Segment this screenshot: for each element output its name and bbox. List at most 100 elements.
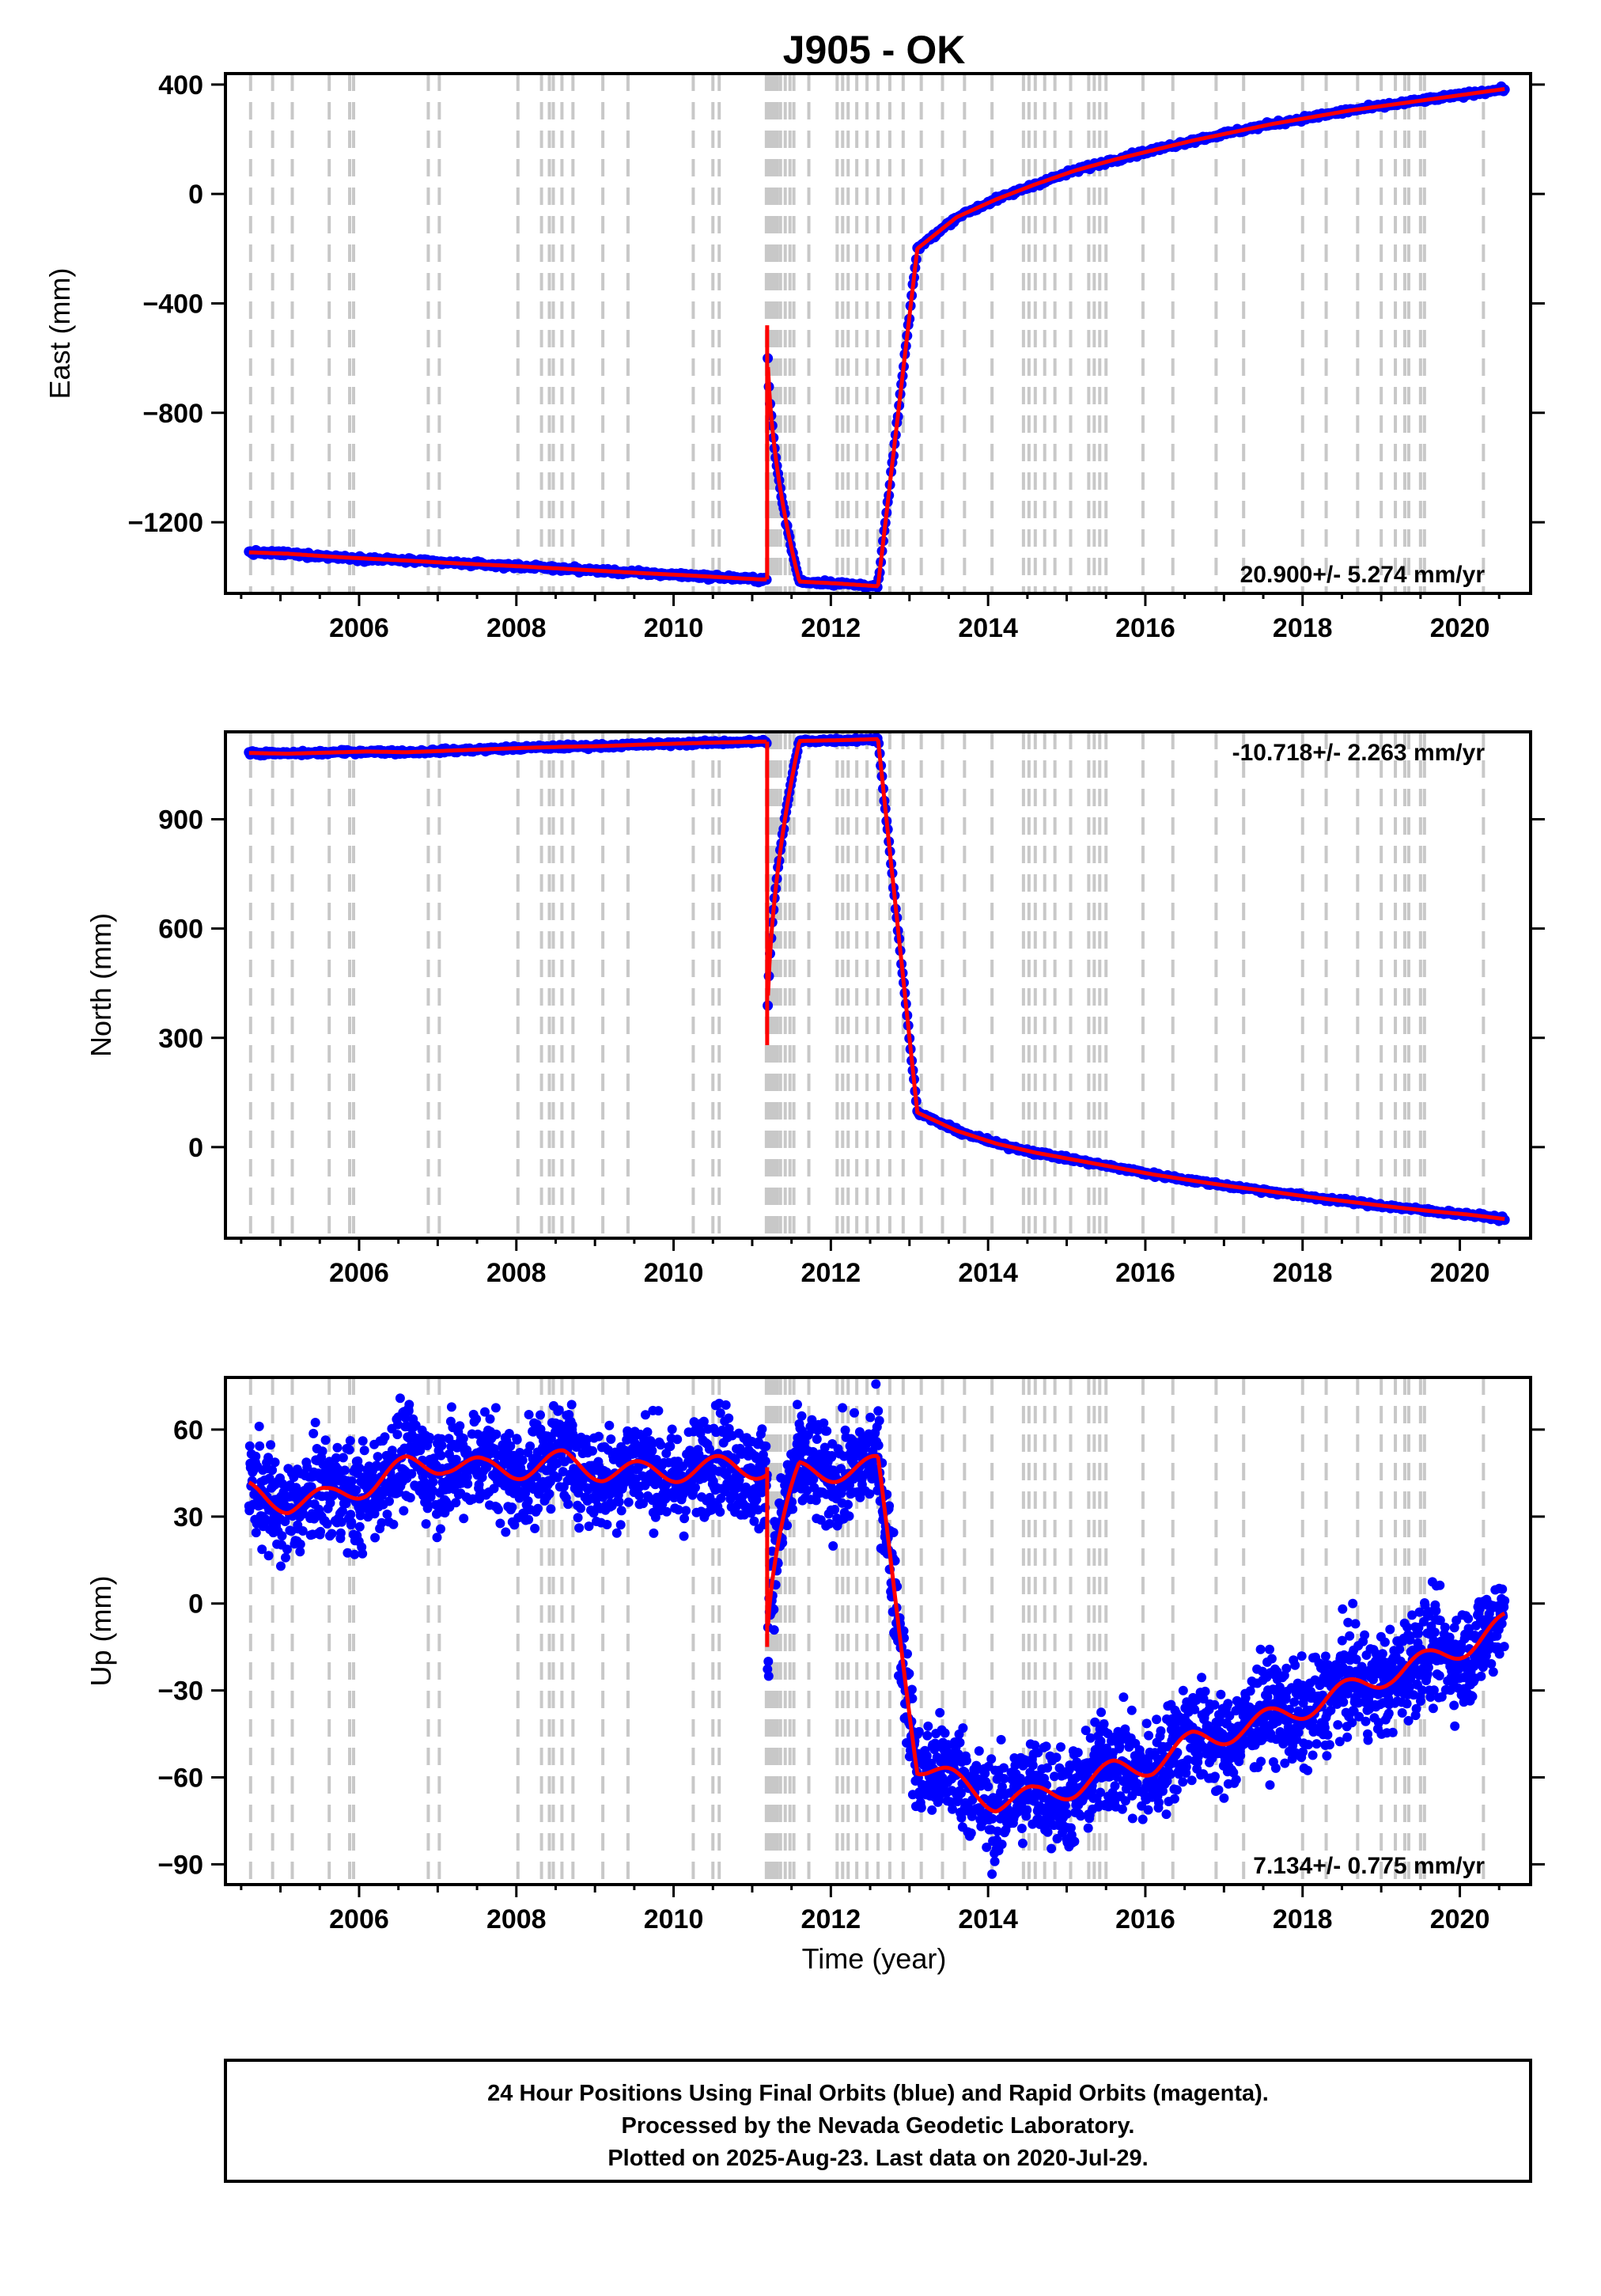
data-point: [916, 1802, 926, 1813]
data-point: [251, 1451, 261, 1461]
data-point: [906, 1684, 917, 1695]
data-point: [437, 1441, 447, 1450]
data-point: [351, 1485, 361, 1495]
data-point: [1022, 1805, 1032, 1815]
x-tick-label: 2012: [801, 1258, 861, 1288]
data-point: [404, 1400, 414, 1410]
data-point: [606, 1434, 616, 1444]
data-point: [552, 1458, 562, 1468]
data-point: [865, 1489, 875, 1499]
data-point: [614, 1497, 624, 1507]
data-point: [467, 1494, 478, 1504]
position-points: [244, 733, 1510, 1226]
x-tick-label: 2018: [1273, 1258, 1333, 1288]
y-tick-label: −1200: [128, 508, 204, 538]
data-point: [935, 1707, 945, 1718]
data-point: [310, 1418, 320, 1427]
data-point: [808, 1474, 819, 1484]
data-point: [616, 1506, 626, 1516]
data-point: [593, 1431, 604, 1442]
data-point: [812, 1434, 822, 1444]
data-point: [922, 1730, 933, 1741]
up-panel: 2006 2008 2010 2012 2014 2016 2018 2020−90−60−3…: [85, 1376, 1545, 1934]
data-point: [679, 1531, 689, 1541]
data-point: [1051, 1752, 1062, 1763]
data-point: [354, 1521, 365, 1532]
data-point: [339, 1465, 350, 1476]
data-point: [451, 1454, 461, 1464]
x-tick-label: 2016: [1115, 613, 1175, 643]
data-point: [336, 1517, 346, 1527]
y-axis-label: North (mm): [85, 913, 117, 1057]
data-point: [554, 1405, 564, 1415]
data-point: [1194, 1750, 1204, 1760]
data-point: [380, 1432, 390, 1442]
x-axis: 2006 2008 2010 2012 2014 2016 2018 2020: [240, 593, 1501, 643]
data-point: [335, 1528, 346, 1538]
data-point: [1110, 1781, 1120, 1791]
data-point: [661, 1506, 672, 1517]
x-tick-label: 2006: [329, 1258, 389, 1288]
east-panel: 2006 2008 2010 2012 2014 2016 2018 2020−1200−80…: [44, 70, 1545, 643]
data-point: [505, 1441, 516, 1451]
data-point: [436, 1450, 446, 1461]
data-point: [428, 1477, 438, 1487]
data-point: [1154, 1798, 1164, 1808]
x-tick-label: 2006: [329, 613, 389, 643]
data-point: [1062, 1809, 1072, 1819]
data-point: [760, 1456, 770, 1466]
data-point: [749, 1516, 759, 1526]
data-point: [355, 1510, 365, 1521]
data-point: [493, 1504, 503, 1514]
data-point: [257, 1544, 267, 1555]
data-point: [331, 1453, 341, 1463]
data-point: [295, 1547, 305, 1557]
data-point: [819, 1442, 830, 1453]
data-point: [358, 1436, 368, 1446]
data-point: [369, 1509, 380, 1519]
data-point: [405, 1493, 415, 1502]
data-point: [507, 1502, 517, 1513]
data-point: [649, 1528, 659, 1538]
data-point: [463, 1479, 473, 1489]
data-point: [641, 1410, 650, 1420]
data-point: [567, 1420, 577, 1430]
y-tick-label: 600: [158, 915, 203, 945]
data-point: [532, 1472, 541, 1482]
data-point: [819, 1418, 829, 1428]
data-point: [873, 1440, 884, 1450]
data-point: [650, 1512, 660, 1522]
position-points: [244, 1379, 1510, 1879]
data-point: [1041, 1741, 1051, 1752]
data-point: [530, 1523, 540, 1533]
data-point: [843, 1499, 853, 1510]
data-point: [681, 1506, 691, 1516]
data-point: [983, 1782, 994, 1792]
data-point: [322, 1519, 332, 1529]
data-point: [667, 1424, 677, 1434]
x-tick-label: 2018: [1273, 613, 1333, 643]
data-point: [358, 1548, 368, 1559]
break-lines: [248, 74, 1486, 593]
data-point: [761, 1442, 771, 1451]
data-point: [308, 1428, 319, 1438]
data-point: [927, 1805, 937, 1815]
data-point: [844, 1511, 854, 1521]
data-point: [255, 1441, 265, 1451]
data-point: [673, 1505, 683, 1515]
data-point: [1056, 1742, 1065, 1752]
data-point: [316, 1526, 326, 1536]
data-point: [642, 1427, 653, 1437]
data-point: [665, 1442, 676, 1452]
data-point: [1127, 1813, 1137, 1824]
data-point: [524, 1514, 534, 1525]
data-point: [407, 1468, 417, 1479]
data-point: [907, 1693, 918, 1703]
y-tick-label: 300: [158, 1024, 203, 1054]
data-point: [865, 1412, 876, 1423]
data-point: [763, 1671, 774, 1681]
data-point: [997, 1839, 1007, 1850]
north-panel: 2006 2008 2010 2012 2014 2016 2018 202003006009…: [85, 730, 1545, 1288]
